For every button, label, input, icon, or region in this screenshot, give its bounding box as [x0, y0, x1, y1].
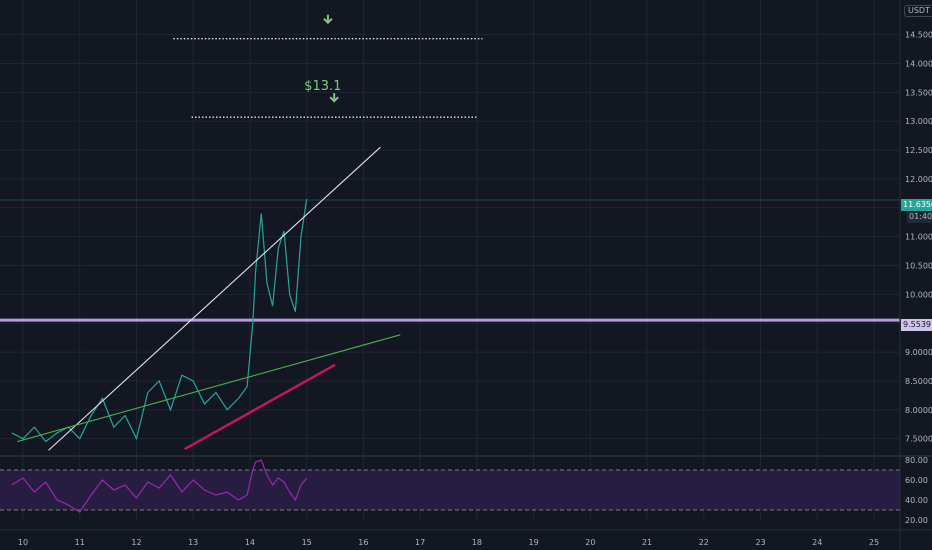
rsi-line [11, 459, 308, 513]
time-tick-label: 22 [699, 538, 709, 547]
time-tick-label: 16 [358, 538, 368, 547]
target-label: $13.1 [304, 79, 341, 94]
price-tick-label: 14.5000 [905, 31, 932, 40]
grid-lines [0, 0, 932, 531]
time-axis[interactable]: 10 11 12 13 14 15 16 17 18 19 20 21 22 23 24 25 [18, 538, 879, 547]
price-axis[interactable]: 14.5000 14.0000 13.5000 13.0000 12.5000 12.00… [899, 0, 932, 550]
trendline [48, 146, 381, 451]
target-annotations: $13.1 [173, 14, 483, 118]
time-tick-label: 12 [131, 538, 141, 547]
rsi-tick-label: 60.00 [905, 476, 928, 485]
time-tick-label: 23 [755, 538, 765, 547]
currency-badge[interactable]: USDT [904, 5, 932, 17]
target-down-arrow-icon [323, 14, 333, 25]
rsi-band-fill [0, 470, 900, 510]
target-down-arrow-icon [329, 93, 339, 103]
price-tick-label: 13.5000 [905, 88, 932, 97]
rsi-tick-label: 40.00 [905, 496, 928, 505]
price-tick-label: 8.5000 [905, 377, 932, 386]
price-tick-label: 11.0000 [905, 233, 932, 242]
level-price-label: 9.5539 [901, 319, 932, 331]
price-tick-label: 10.0000 [905, 290, 932, 299]
price-tick-label: 7.5000 [905, 435, 932, 444]
rsi-panel [0, 459, 900, 513]
rsi-tick-label: 80.00 [905, 456, 928, 465]
time-tick-label: 11 [75, 538, 85, 547]
price-tick-label: 10.5000 [905, 262, 932, 271]
trendline [17, 334, 401, 443]
time-tick-label: 19 [529, 538, 539, 547]
time-tick-label: 15 [302, 538, 312, 547]
time-tick-label: 25 [869, 538, 879, 547]
time-tick-label: 24 [812, 538, 822, 547]
time-tick-label: 14 [245, 538, 255, 547]
price-tick-label: 9.0000 [905, 348, 932, 357]
trendline [184, 363, 336, 451]
time-tick-label: 18 [472, 538, 482, 547]
price-tick-label: 12.0000 [905, 175, 932, 184]
rsi-tick-label: 20.00 [905, 516, 928, 525]
time-tick-label: 13 [188, 538, 198, 547]
time-tick-label: 21 [642, 538, 652, 547]
time-tick-label: 17 [415, 538, 425, 547]
price-line [11, 199, 308, 443]
price-tick-label: 8.0000 [905, 406, 932, 415]
time-tick-label: 20 [585, 538, 595, 547]
price-tick-label: 13.0000 [905, 117, 932, 126]
price-tick-label: 12.5000 [905, 146, 932, 155]
price-levels [0, 199, 900, 322]
trendlines[interactable] [17, 146, 401, 451]
price-series [11, 199, 308, 443]
price-tick-label: 14.0000 [905, 59, 932, 68]
time-tick-label: 10 [18, 538, 28, 547]
countdown-label: 01:40 [907, 211, 932, 223]
